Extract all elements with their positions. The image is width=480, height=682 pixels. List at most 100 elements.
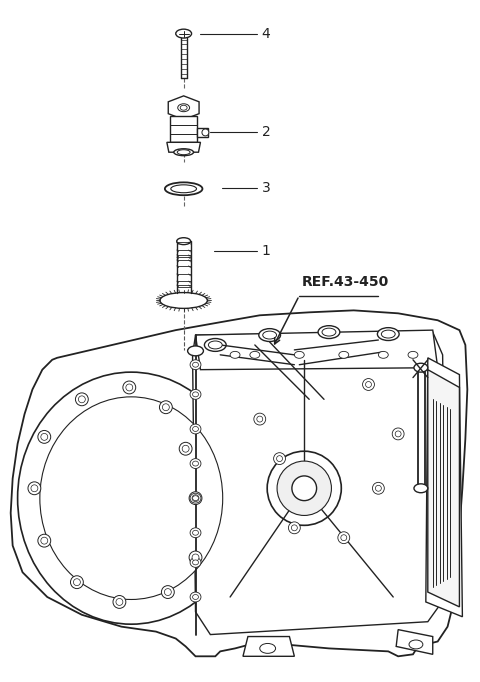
Ellipse shape — [260, 643, 276, 653]
Ellipse shape — [160, 293, 207, 308]
Ellipse shape — [189, 492, 202, 505]
Ellipse shape — [192, 595, 199, 599]
Ellipse shape — [190, 528, 201, 537]
Ellipse shape — [190, 592, 201, 602]
Ellipse shape — [366, 381, 372, 387]
Ellipse shape — [18, 372, 245, 624]
Ellipse shape — [192, 560, 199, 565]
Polygon shape — [243, 636, 294, 656]
Polygon shape — [396, 629, 433, 654]
Polygon shape — [426, 358, 462, 617]
Ellipse shape — [116, 599, 123, 606]
Ellipse shape — [192, 426, 199, 432]
Ellipse shape — [277, 461, 331, 516]
Ellipse shape — [288, 522, 300, 534]
Ellipse shape — [294, 351, 304, 358]
Text: 3: 3 — [262, 181, 271, 195]
Ellipse shape — [274, 453, 286, 464]
Ellipse shape — [176, 29, 192, 38]
Ellipse shape — [202, 129, 209, 136]
Ellipse shape — [178, 104, 190, 112]
Ellipse shape — [292, 476, 317, 501]
Polygon shape — [168, 96, 199, 119]
Polygon shape — [195, 330, 438, 370]
Ellipse shape — [250, 351, 260, 358]
Ellipse shape — [38, 430, 51, 443]
Ellipse shape — [192, 554, 199, 561]
Ellipse shape — [291, 525, 297, 531]
Ellipse shape — [372, 482, 384, 494]
Ellipse shape — [38, 534, 51, 547]
Ellipse shape — [381, 330, 395, 338]
Ellipse shape — [177, 150, 190, 155]
Ellipse shape — [190, 360, 201, 370]
Ellipse shape — [414, 364, 428, 372]
Ellipse shape — [318, 326, 340, 338]
Ellipse shape — [126, 384, 133, 391]
Polygon shape — [192, 332, 445, 634]
Ellipse shape — [377, 327, 399, 340]
Ellipse shape — [123, 381, 136, 394]
Ellipse shape — [257, 416, 263, 422]
Polygon shape — [11, 310, 468, 656]
Ellipse shape — [414, 484, 428, 492]
Ellipse shape — [322, 328, 336, 336]
Ellipse shape — [230, 351, 240, 358]
Ellipse shape — [267, 451, 341, 525]
Ellipse shape — [188, 346, 204, 356]
Text: 4: 4 — [262, 27, 271, 41]
Ellipse shape — [192, 392, 199, 397]
Ellipse shape — [362, 379, 374, 390]
Ellipse shape — [31, 485, 38, 492]
Ellipse shape — [190, 557, 201, 567]
Ellipse shape — [339, 351, 349, 358]
Ellipse shape — [28, 482, 41, 494]
Ellipse shape — [40, 397, 223, 599]
Ellipse shape — [161, 586, 174, 599]
Ellipse shape — [190, 458, 201, 469]
Polygon shape — [428, 370, 459, 607]
Text: 1: 1 — [262, 244, 271, 258]
Ellipse shape — [190, 389, 201, 400]
Ellipse shape — [254, 413, 266, 425]
Ellipse shape — [338, 532, 350, 544]
Ellipse shape — [259, 329, 280, 342]
Ellipse shape — [378, 351, 388, 358]
Ellipse shape — [177, 238, 191, 245]
Text: REF.43-450: REF.43-450 — [301, 275, 388, 288]
Ellipse shape — [204, 338, 226, 351]
Ellipse shape — [78, 396, 85, 403]
Ellipse shape — [164, 589, 171, 595]
Ellipse shape — [71, 576, 84, 589]
Ellipse shape — [190, 424, 201, 434]
Ellipse shape — [409, 640, 423, 649]
Ellipse shape — [159, 401, 172, 414]
Ellipse shape — [182, 445, 189, 452]
Ellipse shape — [180, 105, 187, 110]
Ellipse shape — [192, 494, 199, 502]
Ellipse shape — [375, 486, 381, 491]
Ellipse shape — [41, 537, 48, 544]
Ellipse shape — [208, 341, 222, 349]
Ellipse shape — [189, 551, 202, 564]
Ellipse shape — [179, 443, 192, 455]
Ellipse shape — [395, 431, 401, 437]
Ellipse shape — [192, 496, 199, 501]
Ellipse shape — [192, 461, 199, 466]
Ellipse shape — [192, 531, 199, 535]
Polygon shape — [197, 128, 208, 137]
Ellipse shape — [276, 456, 283, 462]
Ellipse shape — [165, 182, 203, 195]
Ellipse shape — [341, 535, 347, 541]
Ellipse shape — [162, 404, 169, 411]
Ellipse shape — [75, 393, 88, 406]
Ellipse shape — [192, 362, 199, 367]
Ellipse shape — [41, 434, 48, 441]
Ellipse shape — [174, 149, 193, 155]
Ellipse shape — [113, 595, 126, 608]
Ellipse shape — [190, 493, 201, 503]
Ellipse shape — [73, 579, 80, 586]
Polygon shape — [170, 116, 197, 143]
Polygon shape — [167, 143, 201, 152]
Ellipse shape — [263, 331, 276, 339]
